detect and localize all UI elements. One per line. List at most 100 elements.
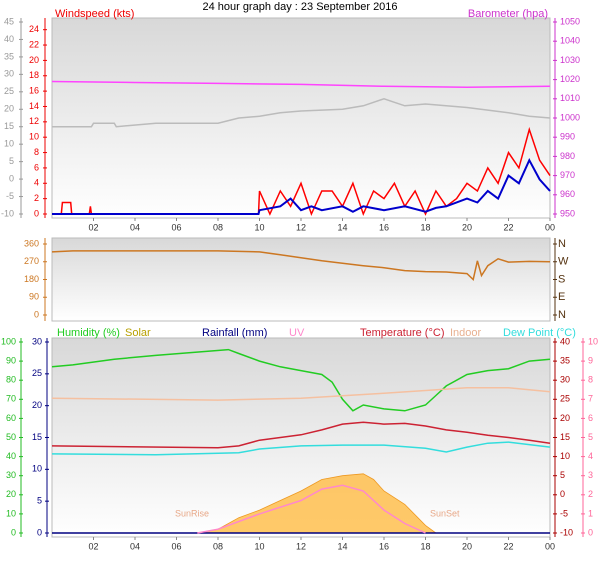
y-tick-label: 0	[34, 208, 39, 218]
y-tick-label: 80	[6, 375, 16, 385]
y-tick-label: 6	[34, 162, 39, 172]
y-tick-label: 10	[6, 508, 16, 518]
y-tick-label: 0	[34, 309, 39, 319]
y-tick-label: 30	[560, 375, 570, 385]
x-tick-label: 18	[420, 541, 430, 551]
x-tick-label: 00	[545, 541, 555, 551]
series-line	[52, 157, 551, 215]
axis-title: Windspeed (kts)	[55, 8, 134, 20]
y-tick-label: 5	[9, 156, 14, 166]
x-tick-label: 02	[88, 541, 98, 551]
y-tick-label: 5	[588, 432, 593, 442]
y-tick-label: -10	[1, 208, 14, 218]
y-tick-label: 1	[588, 508, 593, 518]
x-tick-label: 04	[130, 222, 140, 232]
x-tick-label: 08	[213, 541, 223, 551]
y-tick-label: 30	[32, 336, 42, 346]
y-tick-label: 60	[6, 413, 16, 423]
x-tick-label: 04	[130, 541, 140, 551]
legend-label: UV	[289, 327, 305, 339]
legend-label: Indoor	[450, 327, 482, 339]
y-tick-label: 25	[32, 368, 42, 378]
y-tick-label: 0	[560, 489, 565, 499]
y-tick-label: 90	[6, 355, 16, 365]
y-tick-label: 950	[560, 208, 575, 218]
y-tick-label: 18	[29, 70, 39, 80]
y-tick-label: 980	[560, 151, 575, 161]
y-tick-label: 15	[560, 432, 570, 442]
y-tick-label: 20	[32, 400, 42, 410]
y-tick-label: 20	[6, 489, 16, 499]
x-tick-label: 02	[88, 222, 98, 232]
series-line	[51, 387, 551, 401]
page-title: 24 hour graph day : 23 September 2016	[202, 1, 397, 13]
y-tick-label: 0	[9, 173, 14, 183]
y-tick-label: -5	[6, 191, 14, 201]
series-line	[51, 80, 551, 89]
y-tick-label: -5	[560, 508, 568, 518]
y-tick-label: 40	[560, 336, 570, 346]
y-tick-label: 15	[32, 432, 42, 442]
y-tick-label: 8	[34, 147, 39, 157]
y-tick-label: 24	[29, 24, 39, 34]
y-tick-label: 2	[588, 489, 593, 499]
legend-label: Humidity (%)	[57, 327, 120, 339]
y-tick-label: 0	[37, 527, 42, 537]
y-tick-label: 25	[4, 86, 14, 96]
y-tick-label: 30	[4, 69, 14, 79]
x-tick-label: 08	[213, 222, 223, 232]
y-tick-label: N	[558, 238, 566, 250]
y-tick-label: 5	[560, 470, 565, 480]
y-tick-label: N	[558, 309, 566, 321]
annotation: SunRise	[175, 508, 209, 518]
legend-label: Dew Point (°C)	[503, 327, 576, 339]
y-tick-label: 10	[560, 451, 570, 461]
x-tick-label: 06	[171, 222, 181, 232]
series-line	[51, 348, 551, 412]
x-tick-label: 22	[503, 222, 513, 232]
y-tick-label: 0	[588, 527, 593, 537]
y-tick-label: 10	[4, 139, 14, 149]
y-tick-label: 960	[560, 189, 575, 199]
plot-area	[51, 17, 551, 219]
x-tick-label: 16	[379, 541, 389, 551]
y-tick-label: 45	[4, 16, 14, 26]
x-tick-label: 10	[254, 541, 264, 551]
y-tick-label: 3	[588, 470, 593, 480]
y-tick-label: W	[558, 256, 569, 268]
legend-label: Rainfall (mm)	[202, 327, 267, 339]
y-tick-label: 30	[6, 470, 16, 480]
series-line	[51, 441, 551, 456]
y-tick-label: 10	[29, 132, 39, 142]
x-tick-label: 06	[171, 541, 181, 551]
y-tick-label: 70	[6, 394, 16, 404]
y-tick-label: 1020	[560, 74, 580, 84]
x-tick-label: 20	[462, 541, 472, 551]
y-tick-label: 2	[34, 193, 39, 203]
y-tick-label: 8	[588, 375, 593, 385]
y-tick-label: 10	[588, 336, 598, 346]
x-tick-label: 20	[462, 222, 472, 232]
y-tick-label: 990	[560, 132, 575, 142]
solar-area	[197, 473, 438, 534]
y-tick-label: 20	[560, 413, 570, 423]
series-line	[51, 421, 551, 449]
x-tick-label: 16	[379, 222, 389, 232]
y-tick-label: 16	[29, 85, 39, 95]
y-tick-label: 90	[29, 292, 39, 302]
series-line	[51, 250, 551, 281]
x-tick-label: 10	[254, 222, 264, 232]
x-tick-label: 14	[337, 222, 347, 232]
y-tick-label: 20	[29, 55, 39, 65]
y-tick-label: 0	[11, 527, 16, 537]
y-tick-label: 35	[560, 355, 570, 365]
x-tick-label: 12	[296, 222, 306, 232]
y-tick-label: 970	[560, 170, 575, 180]
y-tick-label: 100	[1, 336, 16, 346]
y-tick-label: 4	[34, 178, 39, 188]
y-tick-label: 180	[24, 274, 39, 284]
x-tick-label: 14	[337, 541, 347, 551]
y-tick-label: -10	[560, 527, 573, 537]
y-tick-label: 14	[29, 101, 39, 111]
